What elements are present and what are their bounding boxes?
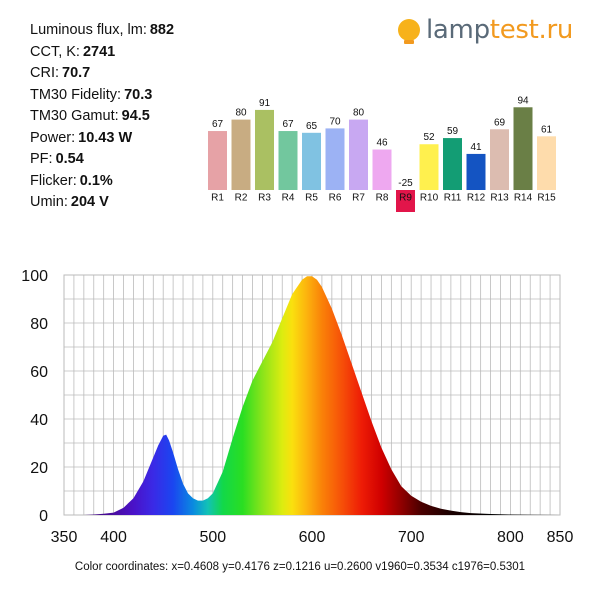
cri-category-label: R7 xyxy=(352,193,365,204)
y-tick-label: 60 xyxy=(30,364,48,381)
cri-category-label: R5 xyxy=(305,193,318,204)
cri-category-label: R2 xyxy=(235,193,248,204)
measurement-value: 70.7 xyxy=(62,65,91,81)
logo-text-lamp: lamp xyxy=(426,15,490,45)
measurement-label: CRI: xyxy=(30,65,59,81)
y-tick-label: 40 xyxy=(30,412,48,429)
cri-category-label: R6 xyxy=(329,193,342,204)
y-tick-label: 100 xyxy=(21,268,48,285)
measurement-row: Luminous flux, lm: 882 xyxy=(30,20,230,42)
measurement-value: 882 xyxy=(149,22,175,38)
measurement-row: CRI: 70.7 xyxy=(30,63,230,85)
measurement-row: Flicker: 0.1% xyxy=(30,171,230,193)
cri-value-label: 41 xyxy=(470,142,482,153)
cri-value-label: 91 xyxy=(259,98,271,109)
cri-category-label: R13 xyxy=(490,193,509,204)
cri-bar-r6 xyxy=(325,128,345,190)
cri-value-label: 65 xyxy=(306,121,318,132)
x-tick-label: 350 xyxy=(51,529,78,546)
measurement-label: Luminous flux, lm: xyxy=(30,22,147,38)
measurement-label: Flicker: xyxy=(30,172,77,189)
cri-value-label: -25 xyxy=(398,178,413,189)
cri-value-label: 80 xyxy=(353,108,365,119)
logo-text: lamptest.ru xyxy=(426,16,573,44)
bulb-logo-icon xyxy=(398,19,420,44)
x-tick-label: 850 xyxy=(547,529,574,546)
cri-category-label: R15 xyxy=(537,193,556,204)
measurement-value: 204 V xyxy=(70,194,109,210)
measurement-value: 2741 xyxy=(82,43,116,60)
cri-bar-r7 xyxy=(349,119,368,190)
cri-bar-r3 xyxy=(255,109,274,190)
cri-bar-r14 xyxy=(513,107,533,190)
cri-bar-r11 xyxy=(443,138,462,190)
cri-value-label: 67 xyxy=(212,119,224,130)
cri-category-label: R4 xyxy=(282,193,295,204)
y-tick-label: 20 xyxy=(30,460,48,477)
cri-value-label: 59 xyxy=(447,126,459,137)
cri-bar-r8 xyxy=(372,149,392,190)
cri-value-label: 46 xyxy=(376,138,388,149)
measurement-row: Power: 10.43 W xyxy=(30,128,230,150)
spectrum-chart: 350 400 500 600 700 800 850 0 20 40 60 80 100 xyxy=(21,268,574,546)
spectrum-area xyxy=(64,276,560,515)
measurement-label: TM30 Gamut: xyxy=(30,108,119,124)
cri-category-label: R1 xyxy=(211,193,224,204)
cri-category-label: R12 xyxy=(467,193,486,204)
measurement-value: 70.3 xyxy=(124,86,153,103)
cri-category-label: R10 xyxy=(420,193,439,204)
x-tick-label: 600 xyxy=(299,529,326,546)
measurement-value: 0.1% xyxy=(79,172,113,189)
measurement-row: Umin: 204 V xyxy=(30,192,230,214)
cri-value-label: 94 xyxy=(517,95,529,106)
cri-bar-r9 xyxy=(396,190,415,212)
x-tick-label: 500 xyxy=(199,529,226,546)
measurement-value: 0.54 xyxy=(55,151,84,167)
cri-value-label: 80 xyxy=(235,108,247,119)
y-tick-label: 0 xyxy=(39,508,48,525)
cri-value-label: 70 xyxy=(329,116,341,127)
x-tick-label: 700 xyxy=(398,529,425,546)
measurement-label: Umin: xyxy=(30,194,68,210)
measurement-row: PF: 0.54 xyxy=(30,149,230,171)
cri-value-label: 67 xyxy=(282,119,294,130)
cri-value-label: 52 xyxy=(423,132,435,143)
cri-bar-r13 xyxy=(490,129,509,190)
x-tick-label: 400 xyxy=(100,529,127,546)
measurement-label: PF: xyxy=(30,151,53,167)
cri-category-label: R3 xyxy=(258,193,271,204)
cri-value-label: 69 xyxy=(494,117,506,128)
cri-category-label: R11 xyxy=(444,193,462,204)
measurement-row: TM30 Fidelity: 70.3 xyxy=(30,85,230,107)
cri-category-label: R8 xyxy=(376,193,389,204)
measurement-row: TM30 Gamut: 94.5 xyxy=(30,106,230,128)
cri-value-label: 61 xyxy=(541,124,553,135)
cri-bar-r4 xyxy=(278,131,298,190)
measurement-row: CCT, K: 2741 xyxy=(30,42,230,64)
x-tick-label: 800 xyxy=(497,529,524,546)
logo-text-test: test.ru xyxy=(489,15,574,45)
cri-category-label: R14 xyxy=(514,193,533,204)
cri-bar-chart: 67 R1 80 R2 91 R3 67 R4 65 R5 70 R6 80 R7 46 R8 -25 R9 52 R… xyxy=(208,95,556,212)
cri-bar-r1 xyxy=(208,131,227,190)
measurement-label: TM30 Fidelity: xyxy=(30,86,122,103)
cri-bar-r5 xyxy=(302,132,321,190)
cri-bar-r15 xyxy=(537,136,556,190)
measurement-value: 94.5 xyxy=(121,108,150,124)
color-coordinates: Color coordinates: x=0.4608 y=0.4176 z=0… xyxy=(74,561,526,573)
cri-category-label: R9 xyxy=(399,193,412,204)
cri-bar-r10 xyxy=(419,144,439,190)
measurements-panel: Luminous flux, lm: 882 CCT, K: 2741 CRI: 70.7… xyxy=(30,20,230,214)
lamptest-logo: lamptest.ru xyxy=(396,14,596,48)
cri-bar-r12 xyxy=(466,153,486,190)
y-tick-label: 80 xyxy=(30,316,48,333)
measurement-value: 10.43 W xyxy=(78,129,133,146)
cri-bar-r2 xyxy=(231,119,251,190)
measurement-label: Power: xyxy=(30,129,76,146)
measurement-label: CCT, K: xyxy=(30,43,80,60)
